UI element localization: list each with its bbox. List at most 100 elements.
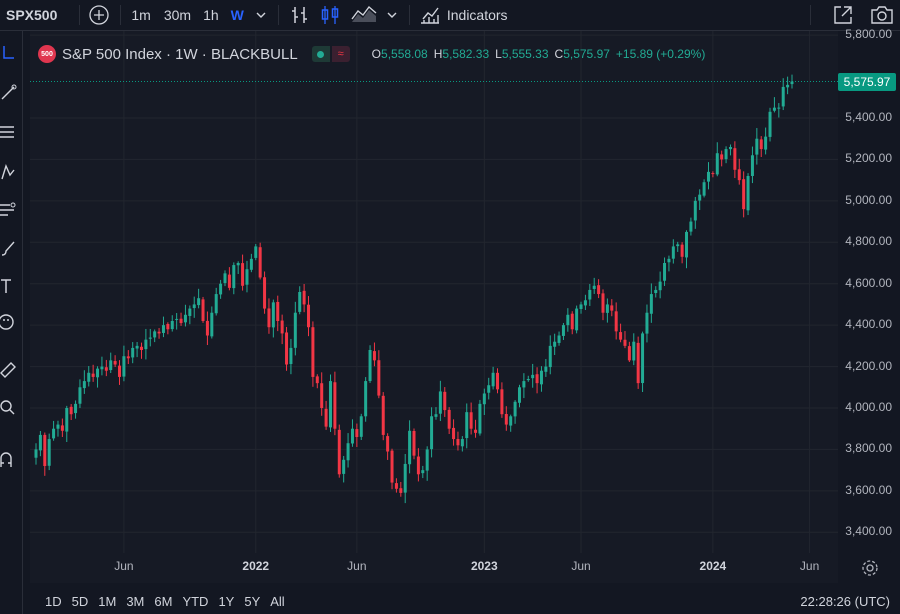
candle-body	[474, 429, 478, 433]
candle-body	[456, 439, 460, 446]
candle-body	[430, 416, 434, 450]
candle	[346, 433, 350, 468]
emoji-icon[interactable]	[0, 313, 18, 331]
interval-1h[interactable]: 1h	[203, 0, 219, 30]
interval-label: 30m	[163, 7, 192, 23]
candle	[100, 356, 104, 376]
candle-body	[87, 372, 91, 382]
interval-dropdown[interactable]	[256, 0, 266, 30]
candles-style-button[interactable]	[321, 0, 339, 30]
time-axis[interactable]: Jun 2022 Jun 2023 Jun 2024 Jun	[30, 553, 838, 583]
zoom-icon[interactable]	[0, 399, 18, 417]
indicators-button[interactable]: Indicators	[420, 0, 508, 30]
candle	[91, 364, 95, 382]
range-1m[interactable]: 1M	[98, 593, 117, 609]
candle-body	[702, 182, 706, 196]
chart-settings-icon[interactable]	[861, 559, 879, 577]
last-price-label: 5,575.97	[838, 72, 896, 91]
candle-body	[733, 148, 737, 170]
text-icon[interactable]	[0, 277, 18, 295]
snapshot-button[interactable]	[870, 0, 894, 30]
delayed-data-icon[interactable]: ≈	[331, 46, 350, 62]
candle-body	[720, 154, 724, 160]
candle-body	[566, 314, 570, 326]
brush-icon[interactable]	[0, 239, 18, 257]
price-tick-label: 5,400.00	[845, 110, 892, 124]
candle-body	[118, 365, 122, 377]
candle	[285, 326, 289, 371]
candle-body	[74, 403, 78, 414]
candle	[364, 377, 368, 422]
trend-line-icon[interactable]	[0, 83, 18, 101]
candle-body	[487, 385, 491, 393]
range-1y[interactable]: 1Y	[218, 593, 235, 609]
ruler-icon[interactable]	[0, 361, 18, 379]
range-all[interactable]: All	[270, 593, 285, 609]
candle	[403, 454, 407, 504]
candle	[680, 242, 684, 264]
chevron-down-icon	[256, 12, 266, 18]
candle-body	[513, 401, 517, 417]
candle-body	[759, 139, 763, 150]
interval-w[interactable]: W	[231, 0, 244, 30]
candle-body	[100, 366, 104, 370]
candle-body	[605, 304, 609, 313]
candle	[74, 400, 78, 419]
magnet-icon[interactable]	[0, 451, 18, 469]
candle-body	[539, 370, 543, 385]
camera-icon	[871, 6, 893, 24]
share-icon	[834, 6, 852, 24]
candle	[399, 481, 403, 497]
price-axis[interactable]: 3,400.00 3,600.00 3,800.00 4,000.00 4,200.00…	[838, 27, 900, 583]
range-1d[interactable]: 1D	[45, 593, 62, 609]
candle	[465, 403, 469, 449]
candle	[337, 424, 341, 478]
pattern-icon[interactable]	[0, 163, 18, 181]
market-status-icon[interactable]	[311, 46, 330, 62]
candle-body	[78, 387, 82, 404]
range-6m[interactable]: 6M	[154, 593, 173, 609]
candle-body	[38, 434, 42, 451]
candlestick-chart[interactable]	[30, 31, 838, 553]
candle	[65, 405, 69, 443]
symbol-search[interactable]: SPX500	[0, 0, 57, 30]
area-style-button[interactable]	[351, 0, 377, 30]
fib-retracement-icon[interactable]	[0, 123, 18, 141]
candle	[531, 363, 535, 388]
candle-body	[52, 428, 56, 439]
candle	[500, 382, 504, 418]
divider	[408, 5, 410, 25]
candle	[350, 419, 354, 447]
candle-body	[649, 294, 653, 314]
candle	[737, 158, 741, 185]
candle-body	[728, 147, 732, 150]
candle-body	[245, 269, 249, 285]
candle	[711, 171, 715, 178]
range-ytd[interactable]: YTD	[182, 593, 209, 609]
candle	[377, 350, 381, 399]
candle	[368, 345, 372, 383]
range-3m[interactable]: 3M	[126, 593, 145, 609]
chart-type-dropdown[interactable]	[387, 0, 397, 30]
interval-label: W	[230, 7, 244, 23]
candle	[474, 419, 478, 438]
candle-body	[632, 341, 636, 361]
candle	[579, 301, 583, 314]
price-tick-label: 5,800.00	[845, 27, 892, 42]
range-5y[interactable]: 5Y	[244, 593, 261, 609]
candle	[122, 345, 126, 382]
candle-body	[34, 449, 38, 458]
range-5d[interactable]: 5D	[71, 593, 89, 609]
candle-body	[135, 345, 139, 349]
interval-30m[interactable]: 30m	[164, 0, 191, 30]
forecast-icon[interactable]	[0, 201, 18, 219]
interval-1m[interactable]: 1m	[131, 0, 150, 30]
compare-add-button[interactable]	[88, 0, 110, 30]
publish-button[interactable]	[832, 0, 854, 30]
clock[interactable]: 22:28:26 (UTC)	[800, 594, 890, 609]
candle-body	[43, 434, 47, 466]
crosshair-icon[interactable]	[0, 45, 18, 63]
legend-title: S&P 500 Index · 1W · BLACKBULL	[62, 45, 298, 63]
bar-style-button[interactable]	[291, 0, 309, 30]
candle-body	[645, 312, 649, 334]
